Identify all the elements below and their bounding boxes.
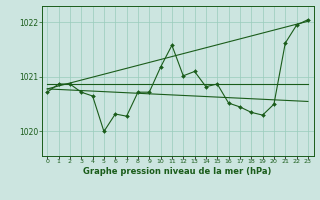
- X-axis label: Graphe pression niveau de la mer (hPa): Graphe pression niveau de la mer (hPa): [84, 167, 272, 176]
